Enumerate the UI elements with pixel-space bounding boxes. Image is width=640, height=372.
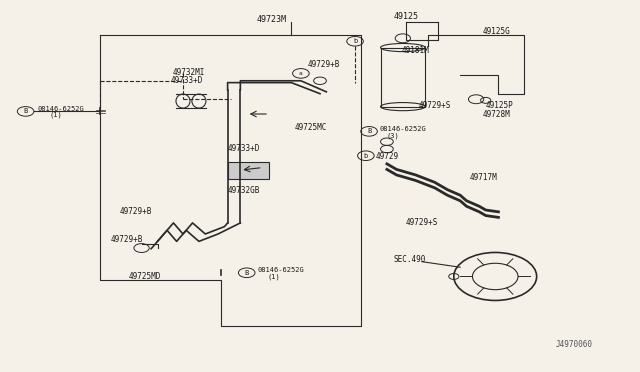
Text: 49717M: 49717M — [470, 173, 497, 182]
Text: 08146-6252G: 08146-6252G — [257, 267, 304, 273]
Text: 49729+B: 49729+B — [111, 235, 143, 244]
Text: 49733+D: 49733+D — [228, 144, 260, 153]
Text: (1): (1) — [268, 273, 280, 280]
Text: 49732MI: 49732MI — [172, 68, 205, 77]
Text: 49723M: 49723M — [256, 15, 286, 23]
Bar — [228, 162, 269, 179]
Text: (3): (3) — [387, 132, 399, 139]
Text: 49125G: 49125G — [483, 27, 510, 36]
Text: a: a — [299, 71, 303, 76]
Text: B: B — [367, 128, 371, 134]
Text: 49729+B: 49729+B — [307, 60, 340, 70]
Bar — [381, 48, 425, 107]
Text: 49725MC: 49725MC — [294, 123, 327, 132]
Text: 49729+S: 49729+S — [419, 102, 451, 110]
Text: 49125: 49125 — [394, 12, 419, 22]
Text: SEC.490: SEC.490 — [394, 255, 426, 264]
Text: 49181M: 49181M — [401, 46, 429, 55]
Text: b: b — [364, 153, 368, 159]
Text: 49125P: 49125P — [486, 102, 513, 110]
Text: 49725MD: 49725MD — [129, 272, 161, 281]
Text: b: b — [353, 38, 357, 44]
Text: 08146-6252G: 08146-6252G — [37, 106, 84, 112]
Text: 49732GB: 49732GB — [228, 186, 260, 195]
Text: B: B — [24, 108, 28, 115]
Text: 49733+D: 49733+D — [170, 76, 203, 84]
Text: B: B — [244, 270, 249, 276]
Text: 49729+B: 49729+B — [119, 207, 152, 217]
Text: (1): (1) — [49, 112, 62, 118]
Text: 49728M: 49728M — [483, 109, 510, 119]
Text: 49729: 49729 — [376, 152, 399, 161]
Text: 49729+S: 49729+S — [406, 218, 438, 227]
Text: J4970060: J4970060 — [556, 340, 593, 349]
Text: 08146-6252G: 08146-6252G — [380, 126, 426, 132]
